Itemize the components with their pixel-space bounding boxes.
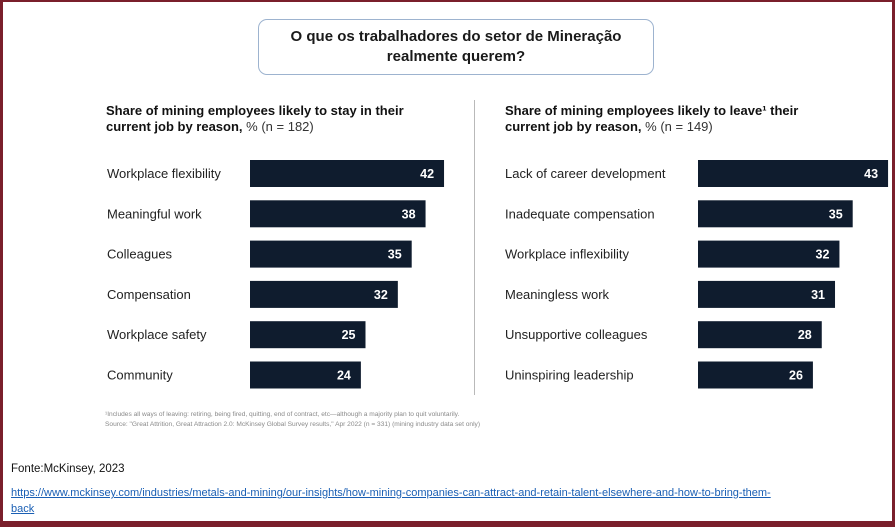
leave-bar bbox=[698, 321, 822, 349]
leave-value-label: 32 bbox=[816, 248, 830, 262]
stay-value-label: 35 bbox=[388, 248, 402, 262]
stay-category-label: Colleagues bbox=[107, 247, 173, 262]
footnote-line-1: ¹Includes all ways of leaving: retiring,… bbox=[105, 411, 460, 418]
leave-reasons-chart: Lack of career development 43 Inadequate c… bbox=[505, 160, 889, 389]
stay-value-label: 32 bbox=[374, 288, 388, 302]
leave-category-label: Meaningless work bbox=[505, 287, 610, 302]
stay-category-label: Workplace flexibility bbox=[107, 166, 221, 181]
leave-category-label: Lack of career development bbox=[505, 166, 666, 181]
leave-bar bbox=[698, 200, 853, 228]
stay-category-label: Meaningful work bbox=[107, 206, 202, 221]
stay-category-label: Community bbox=[107, 368, 173, 383]
footnote-source: Source: "Great Attrition, Great Attracti… bbox=[105, 421, 481, 428]
source-label: Fonte:McKinsey, 2023 bbox=[11, 463, 125, 475]
leave-value-label: 35 bbox=[829, 207, 843, 221]
stay-value-label: 38 bbox=[402, 207, 416, 221]
stay-bar bbox=[250, 280, 398, 308]
stay-value-label: 24 bbox=[337, 369, 351, 383]
slide-bottom-bar bbox=[0, 521, 895, 527]
stay-reasons-chart: Workplace flexibility 42 Meaningful work 38… bbox=[107, 160, 445, 389]
leave-bar bbox=[698, 160, 889, 187]
leave-bar bbox=[698, 361, 813, 389]
stay-bar bbox=[250, 200, 426, 228]
left-chart-title: Share of mining employees likely to stay… bbox=[106, 103, 436, 135]
leave-value-label: 26 bbox=[789, 369, 803, 383]
stay-category-label: Workplace safety bbox=[107, 327, 207, 342]
stay-value-label: 25 bbox=[342, 328, 356, 342]
right-chart-title-note: % (n = 149) bbox=[645, 119, 713, 134]
leave-category-label: Uninspiring leadership bbox=[505, 368, 634, 383]
stay-bar bbox=[250, 361, 361, 389]
stay-bar bbox=[250, 240, 412, 268]
stay-bar bbox=[250, 321, 366, 349]
stay-category-label: Compensation bbox=[107, 287, 191, 302]
stay-bar bbox=[250, 160, 445, 187]
header-title: O que os trabalhadores do setor de Miner… bbox=[258, 19, 654, 75]
right-chart-title: Share of mining employees likely to leav… bbox=[505, 103, 835, 135]
leave-category-label: Inadequate compensation bbox=[505, 206, 655, 221]
leave-bar bbox=[698, 240, 840, 268]
leave-value-label: 31 bbox=[811, 288, 825, 302]
leave-value-label: 28 bbox=[798, 328, 812, 342]
stay-value-label: 42 bbox=[420, 167, 434, 181]
leave-value-label: 43 bbox=[864, 167, 878, 181]
leave-bar bbox=[698, 280, 836, 308]
leave-category-label: Workplace inflexibility bbox=[505, 247, 630, 262]
footnote: ¹Includes all ways of leaving: retiring,… bbox=[105, 410, 805, 430]
left-chart-title-note: % (n = 182) bbox=[246, 119, 314, 134]
leave-category-label: Unsupportive colleagues bbox=[505, 327, 648, 342]
chart-divider bbox=[474, 100, 475, 395]
left-chart-title-bold: Share of mining employees likely to stay… bbox=[106, 103, 404, 134]
right-chart-title-bold: Share of mining employees likely to leav… bbox=[505, 103, 799, 134]
source-link[interactable]: https://www.mckinsey.com/industries/meta… bbox=[11, 487, 771, 515]
